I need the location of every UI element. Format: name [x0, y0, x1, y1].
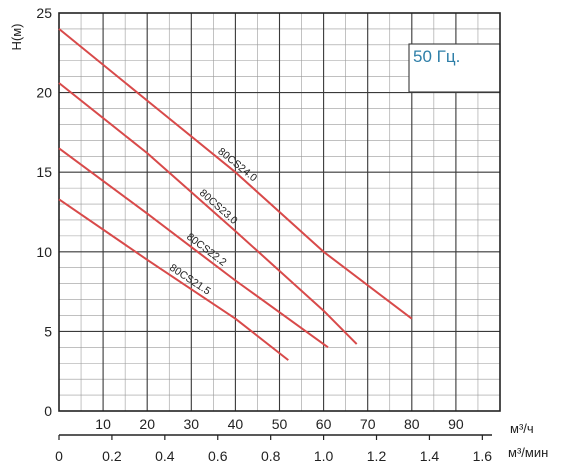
- x-bottom-tick-label: 1.0: [314, 448, 334, 464]
- pump-curve-80cs23-0: [58, 82, 358, 345]
- x-top-tick-label: 70: [360, 416, 376, 432]
- frequency-annotation: 50 Гц.: [413, 47, 460, 66]
- y-tick-label: 10: [36, 244, 52, 260]
- y-tick-label: 5: [44, 323, 52, 339]
- plot-frame: [58, 12, 501, 436]
- x-bottom-tick-label: 1.6: [473, 448, 493, 464]
- x-bottom-tick-label: 0.8: [261, 448, 281, 464]
- curve-label: 80CS21.5: [167, 262, 213, 298]
- x-top-tick-label: 80: [404, 416, 420, 432]
- y-tick-label: 20: [36, 85, 52, 101]
- x-top-tick-label: 40: [228, 416, 244, 432]
- curve-label: 80CS23.0: [197, 187, 240, 227]
- plot-border: [58, 12, 501, 412]
- x-bottom-tick-label: 0.6: [208, 448, 228, 464]
- curve-label: 80CS24.0: [215, 145, 259, 184]
- annotation-box: [408, 43, 501, 93]
- x-axis-top-unit: м³/ч: [510, 421, 534, 436]
- y-tick-label: 15: [36, 164, 52, 180]
- x-top-tick-label: 10: [95, 416, 111, 432]
- pump-curve-80cs22-2: [58, 147, 329, 349]
- y-tick-label: 25: [36, 5, 52, 21]
- x-bottom-tick-label: 0: [55, 448, 63, 464]
- x-top-tick-label: 60: [316, 416, 332, 432]
- x-top-tick-label: 30: [184, 416, 200, 432]
- x-bottom-tick-label: 0.2: [102, 448, 122, 464]
- x-bottom-tick-label: 0.4: [155, 448, 175, 464]
- x-axis-bottom-unit: м³/мин: [508, 445, 548, 460]
- y-tick-label: 0: [44, 403, 52, 419]
- x-top-tick-label: 20: [139, 416, 155, 432]
- pump-curve-80cs21-5: [58, 198, 289, 361]
- pump-curve-80cs24-0: [58, 28, 413, 320]
- x-top-tick-label: 90: [448, 416, 464, 432]
- x-bottom-tick-label: 1.2: [367, 448, 387, 464]
- x-bottom-tick-label: 1.4: [420, 448, 440, 464]
- x-top-tick-label: 50: [272, 416, 288, 432]
- tick-labels: 0 5 10 15 20 25 10 20 30 40 50 60 70 80 90 0 0.2 0.4 0.6 0.…: [36, 5, 492, 464]
- y-axis-label: H(м): [9, 24, 24, 51]
